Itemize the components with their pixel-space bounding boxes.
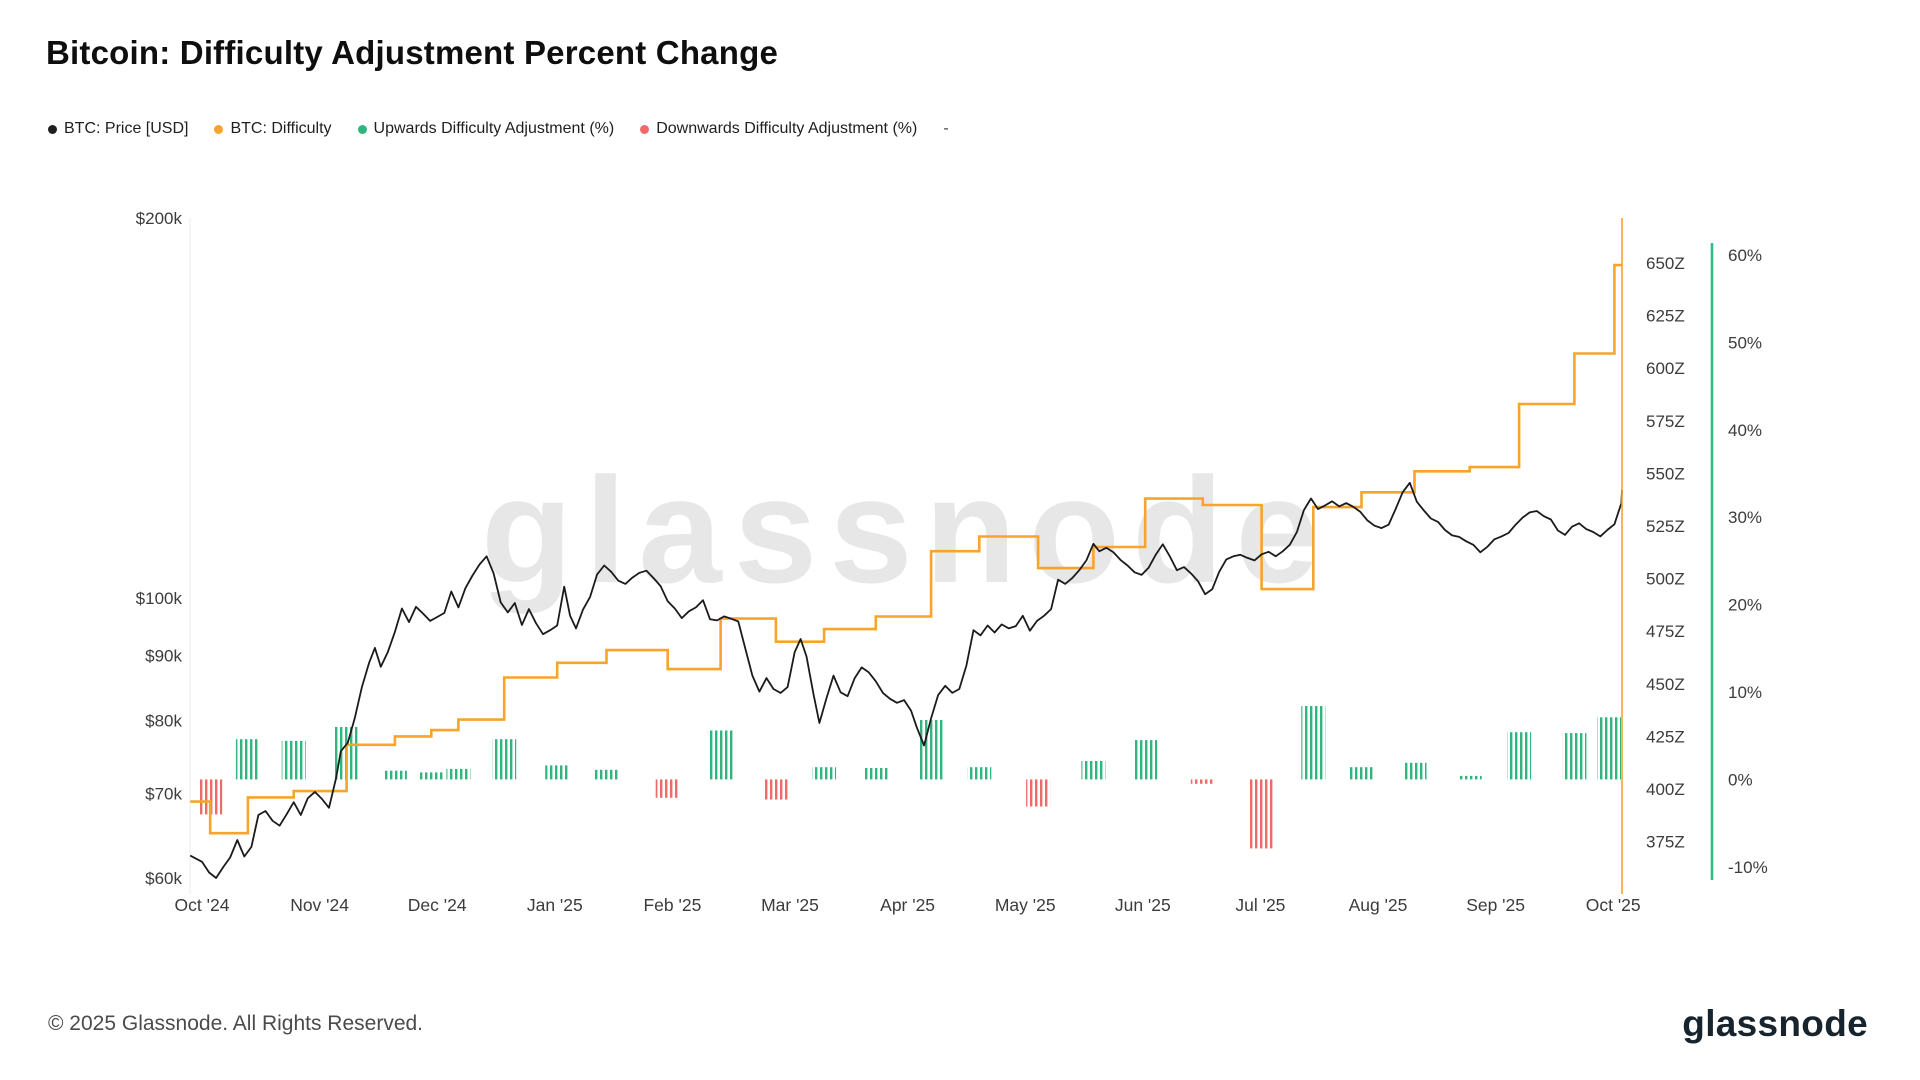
difficulty-tick-label: 575Z [1646,412,1685,431]
legend-item-label: Downwards Difficulty Adjustment (%) [656,120,918,137]
difficulty-tick-label: 625Z [1646,307,1685,326]
up-adjustment-bar [1133,740,1158,780]
up-adjustment-bar [1301,706,1326,780]
down-adjustment-bar [1249,779,1274,849]
price-tick-label: $200k [136,209,183,228]
adjustment-tick-label: -10% [1728,858,1768,877]
copyright-text: © 2025 Glassnode. All Rights Reserved. [48,1012,424,1035]
difficulty-tick-label: 475Z [1646,622,1685,641]
down-adjustment-bar [1026,779,1051,807]
x-tick-label: Mar '25 [761,895,819,915]
up-adjustment-bar [863,768,888,780]
legend-item-0[interactable]: BTC: Price [USD] [48,120,188,138]
up-adjustment-bar [1402,762,1427,780]
page-footer: © 2025 Glassnode. All Rights Reserved. g… [48,1000,1868,1048]
glassnode-logo: glassnode [1682,1003,1868,1044]
legend-placeholder: - [943,120,949,137]
up-adjustment-bar [235,739,260,780]
difficulty-line [190,263,1622,835]
x-tick-label: Jul '25 [1235,895,1285,915]
up-adjustment-bar [812,767,837,780]
up-adjustment-bar [1457,775,1482,780]
price-tick-label: $90k [145,647,182,666]
x-tick-label: Dec '24 [408,895,467,915]
chart-legend: BTC: Price [USD] BTC: Difficulty Upwards D… [48,120,949,138]
legend-dot-icon [48,124,57,134]
difficulty-tick-label: 425Z [1646,727,1685,746]
difficulty-tick-label: 525Z [1646,517,1685,536]
price-tick-label: $80k [145,711,182,730]
legend-dot-icon [640,124,650,134]
difficulty-tick-label: 500Z [1646,570,1685,589]
down-adjustment-bar [1190,779,1215,784]
difficulty-tick-label: 650Z [1646,254,1685,273]
up-adjustment-bar [545,765,570,780]
x-tick-label: Oct '25 [1586,895,1641,915]
difficulty-tick-label: 450Z [1646,675,1685,694]
adjustment-tick-label: 10% [1728,683,1762,702]
x-tick-label: Oct '24 [175,895,230,915]
price-line [189,481,1623,879]
legend-item-3[interactable]: Downwards Difficulty Adjustment (%) [640,120,917,138]
down-adjustment-bar [655,779,680,798]
adjustment-tick-label: 0% [1728,770,1753,789]
up-adjustment-bar [1597,717,1621,780]
x-tick-label: Nov '24 [290,895,349,915]
down-adjustment-bar [763,779,788,800]
x-tick-label: Jan '25 [527,895,583,915]
legend-item-label: Upwards Difficulty Adjustment (%) [373,120,615,137]
adjustment-bars [198,706,1621,849]
up-adjustment-bar [382,770,407,780]
legend-item-2[interactable]: Upwards Difficulty Adjustment (%) [357,120,615,138]
difficulty-tick-label: 375Z [1646,833,1685,852]
adjustment-tick-label: 30% [1728,508,1762,527]
up-adjustment-bar [281,740,306,780]
difficulty-tick-label: 550Z [1646,464,1685,483]
adjustment-tick-label: 40% [1728,421,1762,440]
legend-item-label: BTC: Price [USD] [64,120,189,137]
x-tick-label: Feb '25 [643,895,701,915]
difficulty-tick-label: 600Z [1646,359,1685,378]
up-adjustment-bar [1507,732,1532,780]
price-tick-label: $100k [136,589,183,608]
price-tick-label: $70k [145,785,182,804]
x-tick-label: Sep '25 [1466,895,1525,915]
legend-dot-icon [357,124,367,134]
up-adjustment-bar [594,769,619,780]
legend-item-1[interactable]: BTC: Difficulty [214,120,332,138]
difficulty-tick-label: 400Z [1646,780,1685,799]
legend-dot-icon [214,124,224,134]
page-title: Bitcoin: Difficulty Adjustment Percent C… [46,34,779,71]
x-tick-label: Apr '25 [880,895,935,915]
adjustment-tick-label: 20% [1728,596,1762,615]
adjustment-tick-label: 60% [1728,246,1762,265]
adjustment-tick-label: 50% [1728,333,1762,352]
up-adjustment-bar [492,739,517,780]
up-adjustment-bar [1349,767,1374,780]
legend-item-label: BTC: Difficulty [230,120,332,137]
watermark: glassnode [481,446,1331,614]
up-adjustment-bar [1081,761,1106,780]
up-adjustment-bar [919,720,944,780]
x-tick-label: Jun '25 [1115,895,1171,915]
x-tick-label: May '25 [995,895,1056,915]
price-tick-label: $60k [145,869,182,888]
up-adjustment-bar [967,767,992,780]
up-adjustment-bar [419,772,444,780]
up-adjustment-bar [446,768,471,780]
x-tick-label: Aug '25 [1349,895,1408,915]
up-adjustment-bar [1562,733,1587,780]
up-adjustment-bar [708,730,733,780]
